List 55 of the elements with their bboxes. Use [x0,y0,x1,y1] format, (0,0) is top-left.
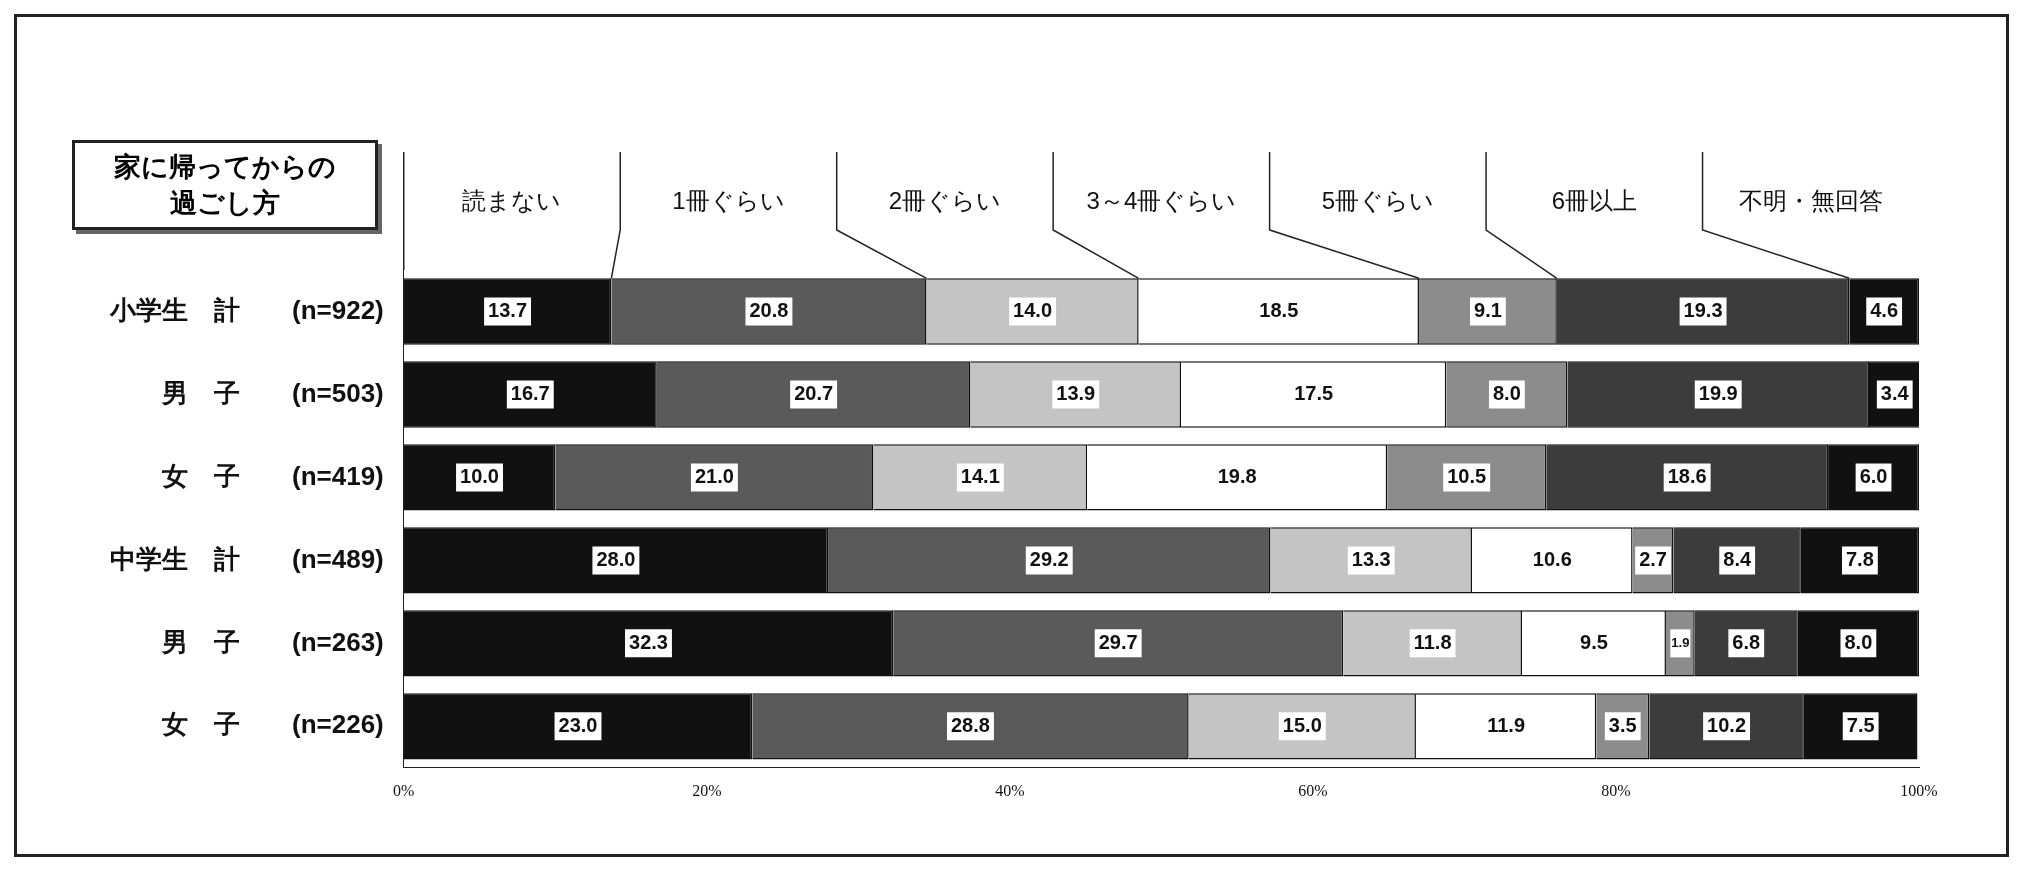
data-label: 8.4 [1723,547,1752,570]
data-label: 19.3 [1683,299,1723,321]
data-label: 6.8 [1732,630,1761,653]
data-label: 11.9 [1487,713,1526,736]
data-label: 1.9 [1671,634,1690,650]
x-tick-label: 100% [1900,781,1938,799]
data-label: 3.4 [1880,381,1910,404]
y-tick-label: 男 子 (n=263) [161,626,384,657]
data-label: 18.6 [1667,464,1707,487]
data-label: 10.6 [1532,547,1572,570]
data-label: 14.0 [1013,299,1053,321]
data-label: 23.0 [558,713,598,736]
x-tick-label: 0% [393,781,415,799]
data-label: 28.8 [950,713,990,736]
data-label: 28.0 [596,547,636,570]
data-label: 3.5 [1608,713,1637,736]
data-label: 11.8 [1413,630,1452,653]
y-tick-label: 女 子 (n=419) [161,460,384,491]
data-label: 21.0 [694,464,734,487]
x-tick-label: 40% [995,781,1025,799]
data-label: 15.0 [1282,713,1322,736]
data-label: 14.1 [960,464,1000,487]
data-label: 9.1 [1474,299,1502,321]
y-tick-label: 中学生 計 (n=489) [110,543,384,574]
y-tick-label: 小学生 計 (n=922) [109,294,384,325]
x-tick-label: 20% [692,781,722,799]
data-label: 6.0 [1859,464,1888,487]
data-label: 7.8 [1846,547,1874,570]
data-label: 16.7 [510,381,550,404]
data-label: 20.7 [794,381,834,404]
y-tick-label: 女 子 (n=226) [161,709,384,740]
data-label: 13.7 [488,299,528,321]
data-label: 32.3 [629,630,668,653]
data-label: 8.0 [1492,381,1521,404]
data-label: 9.5 [1580,630,1608,653]
data-label: 13.3 [1351,547,1391,570]
data-label: 17.5 [1294,381,1334,404]
data-label: 18.5 [1259,299,1299,321]
data-label: 10.0 [460,464,499,487]
data-label: 8.0 [1844,630,1873,653]
data-label: 10.2 [1707,713,1747,736]
x-tick-label: 80% [1601,781,1631,799]
y-tick-label: 男 子 (n=503) [161,377,384,408]
data-label: 13.9 [1056,381,1096,404]
data-label: 2.7 [1639,547,1667,570]
data-label: 4.6 [1870,299,1899,321]
data-label: 29.7 [1098,630,1138,653]
x-tick-label: 60% [1298,781,1328,799]
data-label: 19.9 [1698,381,1738,404]
data-label: 20.8 [749,299,789,321]
data-label: 19.8 [1217,464,1257,487]
data-label: 29.2 [1029,547,1069,570]
chart-title: 家に帰ってからの過ごし方 [72,140,378,230]
data-label: 7.5 [1846,713,1875,736]
data-label: 10.5 [1447,464,1487,487]
